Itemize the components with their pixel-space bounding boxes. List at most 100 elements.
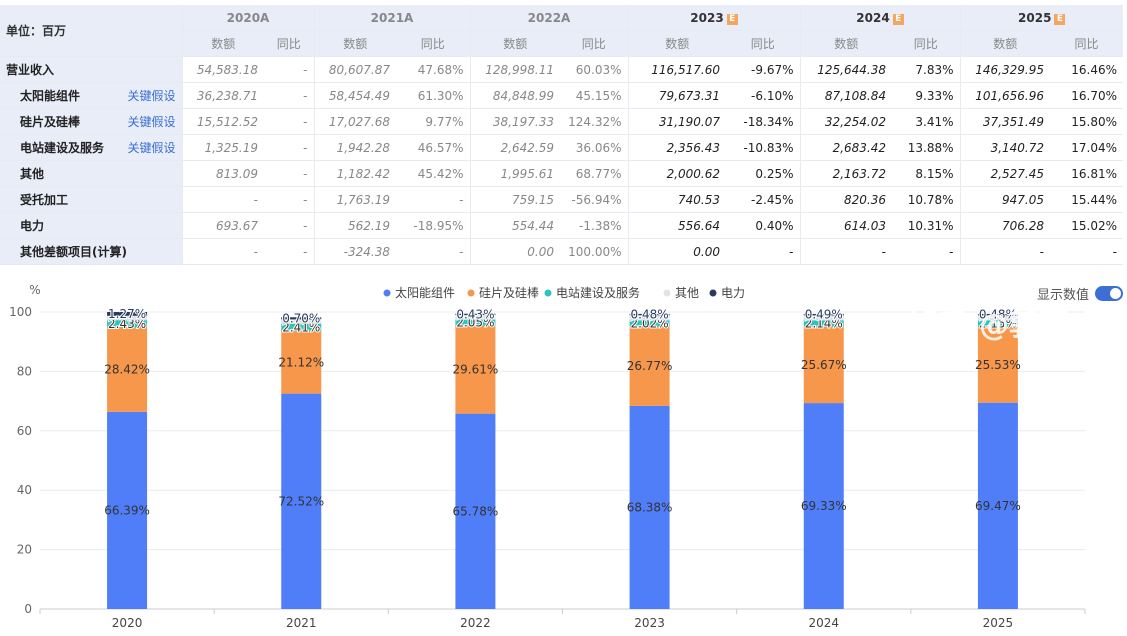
col-yoy-header: 同比 [892,30,961,57]
chart-container: 0 20 40 60 80 100% 66.39% 28.42% 2.43% 1.27% 2020 7… [0,272,1127,636]
bar-segment [281,319,322,324]
table-row: 硅片及硅棒 关键假设 15,512.52-17,027.68 9.77% 38,197.… [0,108,1123,135]
year-header: 2025 E [960,5,1123,31]
yoy-cell: -18.95% [396,212,471,239]
col-value-header: 数额 [960,30,1050,57]
yoy-cell: 7.83% [892,56,961,83]
yoy-cell: -2.45% [726,186,801,213]
bar-segment [107,327,148,412]
revenue-table-container: 单位：百万 2020A 2021A 2022A 2023 E 2024 E 2025… [0,5,1127,265]
value-cell: 2,163.72 [800,160,892,187]
row-label: 受托加工 [0,186,183,213]
value-cell: 2,356.43 [628,134,726,161]
row-name: 电站建设及服务 [20,141,105,155]
data-label: 0.48% [979,308,1017,322]
data-label: 66.39% [104,503,150,517]
value-cell: 116,517.60 [628,56,726,83]
bar-segment [977,402,1018,609]
value-cell: 54,583.18 [182,56,264,83]
legend-marker [383,289,391,297]
value-cell: - [960,238,1050,265]
revenue-table: 单位：百万 2020A 2021A 2022A 2023 E 2024 E 2025… [0,5,1123,265]
yoy-cell: -9.67% [726,56,801,83]
bar-segment [803,315,844,321]
year-header: 2020A [182,5,315,31]
yoy-cell: 0.25% [726,160,801,187]
unit-label: 单位：百万 [0,5,183,57]
yoy-cell: -1.38% [560,212,629,239]
bar-segment [107,411,148,609]
show-values-toggle[interactable]: 显示数值 [1037,284,1123,303]
data-label: 21.12% [278,355,324,369]
key-assumption-link[interactable]: 关键假设 [127,141,176,155]
data-label: 68.38% [627,500,673,514]
value-cell: 58,454.49 [314,82,396,109]
bar-segment [803,326,844,404]
yoy-cell: 0.40% [726,212,801,239]
value-cell: 2,000.62 [628,160,726,187]
value-cell: 562.19 [314,212,396,239]
yoy-cell: - [264,56,315,83]
key-assumption-link[interactable]: 关键假设 [127,89,176,103]
yoy-cell: - [396,238,471,265]
row-label: 电力 [0,212,183,239]
yoy-cell: 10.78% [892,186,961,213]
year-header: 2024 E [800,5,961,31]
data-label: 0.43% [456,307,494,321]
legend-label: 其他 [675,286,699,300]
yoy-cell: 9.77% [396,108,471,135]
estimate-badge: E [892,13,904,25]
stacked-bar-chart: 020406080100%66.39%28.42%2.43%1.27%20207… [9,283,1086,630]
value-cell: 79,673.31 [628,82,726,109]
x-tick-label: 2022 [460,616,491,630]
bar-segment [281,330,322,394]
yoy-cell: 13.88% [892,134,961,161]
data-label: 0.48% [631,308,669,322]
value-cell: 554.44 [470,212,560,239]
legend-label: 太阳能组件 [395,285,455,300]
bar-segment [455,319,496,326]
value-cell: 706.28 [960,212,1050,239]
legend-label: 电站建设及服务 [556,285,640,300]
yoy-cell: 16.46% [1050,56,1123,83]
yoy-cell: 3.41% [892,108,961,135]
value-cell: 31,190.07 [628,108,726,135]
value-cell: - [182,186,264,213]
yoy-cell: 10.31% [892,212,961,239]
x-tick-label: 2024 [808,616,839,630]
bar-segment [455,325,496,414]
yoy-cell: 100.00% [560,238,629,265]
data-label: 26.77% [627,359,673,373]
yoy-cell: 15.44% [1050,186,1123,213]
value-cell: 32,254.02 [800,108,892,135]
table-row: 电力 693.67-562.19 -18.95% 554.44 -1.38% 556.64… [0,212,1123,239]
bar-segment [803,313,844,316]
yoy-cell: - [264,238,315,265]
key-assumption-link[interactable]: 关键假设 [127,115,176,129]
value-cell: 1,942.28 [314,134,396,161]
yoy-cell: 46.57% [396,134,471,161]
table-row: 其他差额项目(计算) - - -324.38-0.00 100.00% 0.00- - - - - [0,238,1123,265]
yoy-cell: 45.42% [396,160,471,187]
col-value-header: 数额 [628,30,726,57]
data-label: 28.42% [104,363,150,377]
value-cell: 2,683.42 [800,134,892,161]
value-cell: 146,329.95 [960,56,1050,83]
yoy-cell: 60.03% [560,56,629,83]
data-label: 25.53% [975,358,1021,372]
table-header-row: 单位：百万 2020A 2021A 2022A 2023 E 2024 E 2025… [0,5,1123,57]
table-row: 营业收入 54,583.18-80,607.87 47.68% 128,998.11 6… [0,56,1123,83]
value-cell: 614.03 [800,212,892,239]
data-label: 69.33% [801,499,847,513]
bar-segment [629,315,670,321]
value-cell: 0.00 [628,238,726,265]
y-tick-label: 0 [24,602,32,616]
yoy-cell: 8.15% [892,160,961,187]
toggle-switch[interactable] [1095,286,1123,301]
x-tick-label: 2023 [634,616,665,630]
yoy-cell: - [264,82,315,109]
bar-segment [803,403,844,609]
yoy-cell: 47.68% [396,56,471,83]
value-cell: 101,656.96 [960,82,1050,109]
table-subheader-row: 数额 同比 数额 同比 数额 同比 数额 同比 数额 同比 数额 同比 [0,30,1123,57]
